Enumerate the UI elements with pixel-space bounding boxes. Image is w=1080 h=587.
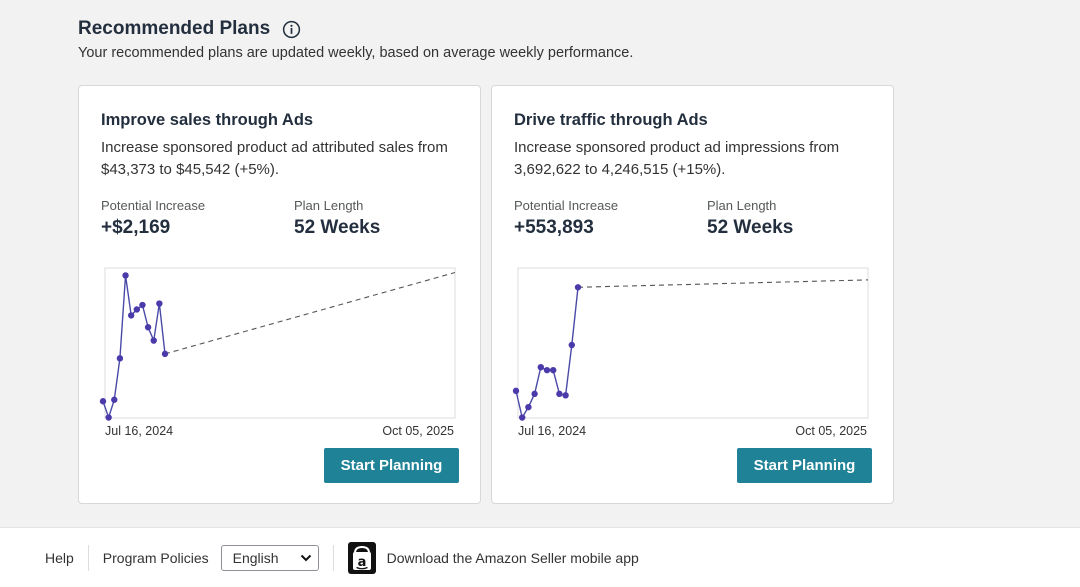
page-title: Recommended Plans [78,18,271,39]
sales-trend-chart [99,267,456,421]
potential-increase-value: +$2,169 [101,217,171,238]
x-axis-end-label: Oct 05, 2025 [795,424,867,438]
data-point [133,306,141,313]
data-point [519,414,526,421]
start-planning-button[interactable]: Start Planning [737,448,872,483]
data-point [111,396,118,403]
info-icon[interactable] [282,20,301,39]
data-point [568,341,575,349]
data-point [562,392,569,399]
data-point [556,390,563,398]
svg-text:a: a [357,555,366,570]
projection-line [164,271,456,355]
history-line [515,287,579,420]
potential-increase-label: Potential Increase [101,198,206,213]
card-title: Improve sales through Ads [101,111,314,129]
language-select[interactable]: English [220,544,319,571]
plan-length-label: Plan Length [707,198,777,213]
projection-line [577,279,869,288]
language-value: English [232,549,279,566]
data-point [550,366,557,374]
data-point [127,312,135,319]
x-axis-start-label: Jul 16, 2024 [105,424,174,438]
history-line [102,275,166,420]
data-point [512,387,520,395]
data-point [531,390,538,398]
plan-card-traffic: Drive traffic through Ads Increase spons… [491,85,894,504]
data-point [116,355,124,362]
data-point [525,403,532,411]
x-axis-end-label: Oct 05, 2025 [382,424,454,438]
data-point [150,337,157,344]
x-axis-start-label: Jul 16, 2024 [518,424,587,438]
chevron-down-icon [300,554,311,561]
potential-increase-label: Potential Increase [514,198,619,213]
title-row: Recommended Plans [78,17,633,41]
data-point [144,324,152,331]
chart-frame [104,267,456,419]
data-point [139,301,146,309]
data-point [543,366,551,374]
card-title: Drive traffic through Ads [514,111,708,129]
plan-length-value: 52 Weeks [707,217,794,238]
card-description: Increase sponsored product ad impression… [514,139,840,178]
chart-frame [517,267,869,419]
data-point [574,284,582,291]
plan-length-label: Plan Length [294,198,364,213]
data-point [99,398,107,405]
data-point [105,414,112,421]
help-link[interactable]: Help [45,549,74,566]
start-planning-button[interactable]: Start Planning [324,448,459,483]
traffic-trend-chart [512,267,869,421]
amazon-seller-app-icon[interactable]: a [347,541,376,574]
data-point [122,272,129,279]
recommended-plans-header: Recommended Plans Your recommended plans… [78,17,633,61]
plan-card-sales: Improve sales through Ads Increase spons… [78,85,481,504]
footer-divider [87,544,89,571]
page-subtitle: Your recommended plans are updated weekl… [78,45,634,61]
potential-increase-value: +553,893 [514,217,594,238]
download-app-link[interactable]: Download the Amazon Seller mobile app [386,549,639,566]
footer-divider [332,544,334,571]
plan-length-value: 52 Weeks [294,217,381,238]
data-point [156,300,163,307]
data-point [161,350,169,358]
card-description: Increase sponsored product ad attributed… [101,139,448,178]
footer: Help Program Policies English a Download… [0,527,1080,587]
program-policies-link[interactable]: Program Policies [102,549,209,566]
data-point [537,364,544,371]
